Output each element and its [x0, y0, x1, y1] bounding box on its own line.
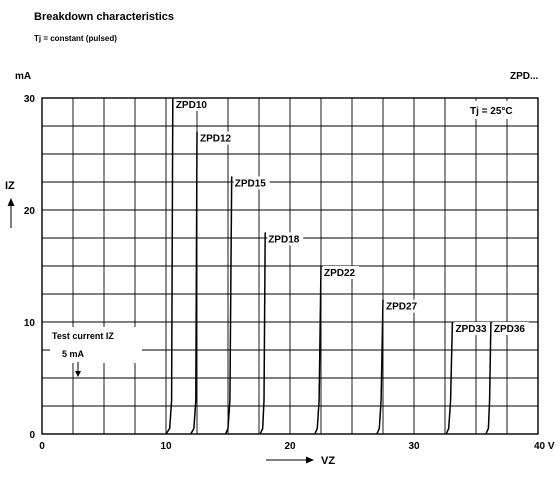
test-current-bg: [50, 327, 142, 363]
test-current-arrowhead-icon: [75, 371, 81, 377]
family-label: ZPD...: [510, 71, 539, 82]
series-label-bg: [454, 322, 491, 335]
series-label-bg: [492, 322, 529, 335]
x-axis-arrowhead-icon: [306, 456, 314, 464]
axis-ticks: 0 10 20 30 0 10 20 30 40 V: [24, 94, 555, 452]
test-current-value: 5 mA: [62, 349, 85, 359]
series-zpd10-label: ZPD10: [176, 100, 208, 111]
series-zpd27-label: ZPD27: [386, 302, 418, 313]
x-tick-label: 10: [160, 441, 172, 452]
y-tick-label: 0: [29, 430, 35, 441]
chart-subtitle: Tj = constant (pulsed): [34, 34, 117, 43]
y-axis-label: IZ: [5, 180, 15, 192]
series-zpd27-curve: [376, 299, 384, 435]
condition-label: Tj = 25°C: [470, 106, 513, 117]
series-zpd33-curve: [445, 321, 454, 435]
series-label-bg: [199, 131, 235, 145]
x-tick-label: 0: [39, 441, 45, 452]
condition-bg: [467, 101, 527, 119]
y-unit-label: mA: [15, 71, 31, 82]
series-zpd36-label: ZPD36: [494, 324, 526, 335]
series-zpd18-curve: [259, 232, 266, 435]
chart-title: Breakdown characteristics: [34, 11, 174, 23]
series-label-bg: [174, 98, 211, 111]
series-group: ZPD10 ZPD12 ZPD15 ZPD18 ZPD22 ZPD27 ZPD33 ZPD36: [165, 97, 529, 435]
series-label-bg: [233, 176, 270, 190]
series-zpd33-label: ZPD33: [455, 324, 487, 335]
y-axis-arrowhead-icon: [7, 198, 15, 206]
series-zpd36-curve: [485, 321, 492, 435]
series-zpd15-label: ZPD15: [235, 178, 267, 189]
x-axis-label: VZ: [321, 455, 335, 467]
grid: [42, 98, 538, 434]
series-zpd18-label: ZPD18: [268, 234, 300, 245]
series-label-bg: [385, 299, 421, 313]
series-zpd10-curve: [165, 97, 174, 435]
x-tick-label: 20: [284, 441, 296, 452]
series-zpd12-curve: [190, 131, 198, 435]
x-tick-label: 40 V: [534, 441, 555, 452]
series-zpd12-label: ZPD12: [200, 134, 232, 145]
x-tick-label: 30: [408, 441, 420, 452]
series-label-bg: [323, 266, 359, 279]
y-tick-label: 20: [24, 206, 36, 217]
series-label-bg: [267, 232, 304, 246]
test-current-label: Test current IZ: [52, 331, 114, 341]
series-zpd22-curve: [314, 265, 322, 435]
plot-frame: [41, 97, 539, 435]
series-zpd15-curve: [224, 176, 233, 435]
y-tick-label: 10: [24, 318, 36, 329]
series-zpd22-label: ZPD22: [324, 268, 356, 279]
y-tick-label: 30: [24, 94, 36, 105]
